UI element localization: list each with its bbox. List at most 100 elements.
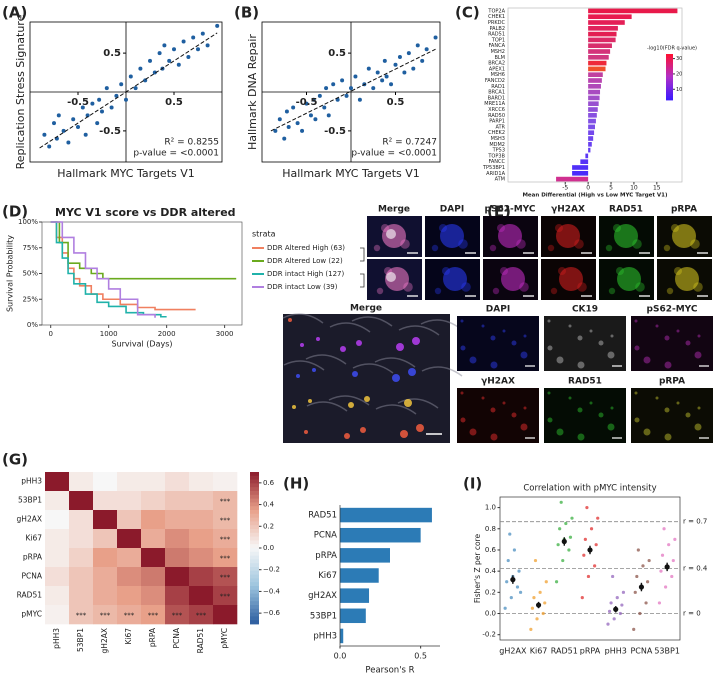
cell-signal [404, 399, 412, 407]
row-label: pRPA [23, 553, 43, 562]
category-label: PARP1 [489, 119, 505, 125]
colorbar-step [250, 563, 259, 568]
colorbar-step [250, 620, 259, 625]
cell-signal [558, 267, 566, 275]
category-label: RAD50 [488, 113, 505, 119]
point [114, 93, 119, 98]
cell-signal [364, 396, 370, 402]
colorbar-step [250, 608, 259, 613]
point [109, 105, 114, 110]
cell-signal [396, 343, 404, 351]
point [564, 521, 568, 526]
cell-signal [292, 405, 296, 409]
point [633, 590, 637, 594]
point [533, 558, 538, 563]
heatmap-cell [213, 529, 238, 549]
cell-signal [635, 282, 645, 292]
colorbar-step [250, 487, 259, 492]
colorbar-step [666, 80, 673, 84]
point [61, 128, 66, 133]
point [420, 58, 425, 63]
cell-signal [460, 345, 466, 351]
category-label: pRPA [580, 647, 601, 656]
cell-signal [489, 244, 497, 252]
y-tick-label: 75% [22, 244, 38, 252]
cell-signal [664, 335, 670, 341]
cell-label: *** [220, 498, 231, 506]
point [620, 603, 624, 607]
cell-signal [598, 412, 604, 418]
cell-label: *** [220, 536, 231, 544]
point [304, 101, 309, 106]
cell-signal [676, 329, 680, 333]
point [532, 596, 536, 600]
image-label: pRPA [671, 205, 697, 215]
category-label: BLM [494, 55, 505, 61]
micrograph [457, 316, 539, 371]
heatmap-cell [45, 586, 70, 606]
point [554, 580, 559, 584]
cell-signal [655, 396, 659, 400]
colorbar-step [666, 61, 673, 64]
heatmap-cell [93, 510, 118, 530]
colorbar-step [250, 521, 259, 526]
cell-signal [577, 433, 585, 441]
heatmap-cell [213, 510, 238, 530]
colorbar-tick-label: −0.2 [263, 566, 280, 574]
point [517, 569, 521, 573]
point [561, 558, 565, 563]
y-tick-label: 0.5 [328, 48, 346, 59]
image-label: DAPI [440, 205, 464, 215]
cell-signal [490, 335, 496, 341]
cell-signal [498, 224, 522, 248]
point [162, 43, 167, 48]
bar [585, 153, 589, 159]
y-tick-label: -0.2 [482, 631, 496, 639]
cell-signal [610, 406, 614, 410]
category-label: BRCA1 [488, 90, 505, 96]
bar [556, 176, 589, 182]
heatmap-cell [69, 605, 94, 625]
heatmap-cell [117, 491, 142, 511]
cell-signal [392, 374, 400, 382]
colorbar-step [250, 597, 259, 602]
point [286, 125, 291, 129]
colorbar-step [666, 59, 673, 63]
point [172, 47, 176, 52]
cell-signal [547, 345, 553, 351]
cell-signal [634, 345, 640, 351]
category-label: 53BP1 [310, 611, 337, 621]
category-label: RAD51 [551, 647, 578, 656]
cell-signal [664, 407, 670, 413]
point [646, 580, 650, 584]
colorbar-step [250, 586, 259, 591]
colorbar-step [666, 71, 673, 74]
category-label: 53BP1 [654, 647, 680, 656]
colorbar-step [666, 88, 673, 91]
point [606, 622, 610, 626]
cell-signal [439, 224, 447, 232]
point [313, 117, 318, 122]
point [340, 78, 345, 83]
tissue-structure [306, 401, 348, 412]
category-label: XRCC6 [488, 107, 505, 113]
point [611, 574, 615, 579]
point [586, 574, 591, 579]
cell-signal [634, 417, 640, 423]
cell-signal [442, 267, 450, 275]
heatmap-cell [189, 605, 214, 625]
colorbar-step [666, 65, 673, 68]
colorbar-step [250, 589, 259, 594]
image-label: γH2AX [551, 205, 585, 215]
point [85, 113, 90, 118]
point [322, 105, 327, 110]
cell-signal [416, 424, 424, 432]
tissue-structure [375, 404, 417, 415]
point [662, 527, 666, 531]
point [282, 136, 287, 141]
heatmap-cell [165, 586, 190, 606]
point [371, 86, 376, 91]
trend-line [270, 48, 436, 132]
colorbar-tick-label: 0.2 [263, 522, 274, 530]
column-label: pRPA [148, 627, 157, 647]
